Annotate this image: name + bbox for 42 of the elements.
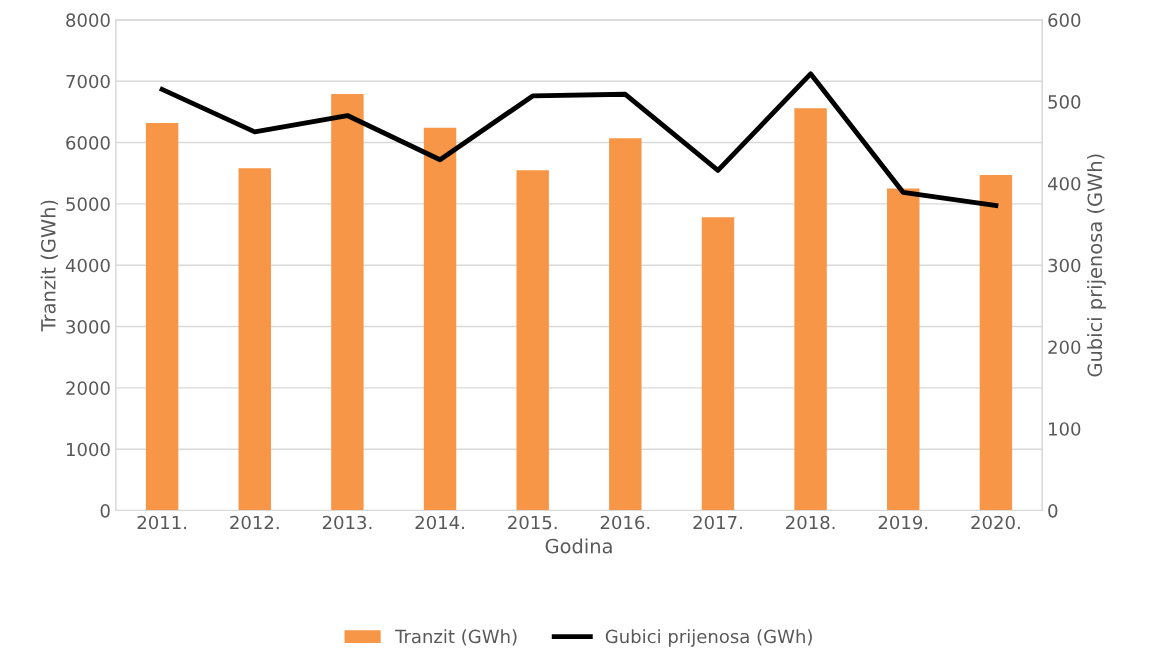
y-tick-label: 4000	[65, 258, 110, 273]
y-tick-label: 5000	[66, 197, 110, 211]
bar	[423, 127, 457, 511]
x-tick-label: 2016.	[600, 515, 650, 530]
bar	[794, 108, 827, 511]
x-tick-label: 2020.	[971, 515, 1020, 530]
y-axis-title: Tranzit (GWh)	[40, 200, 58, 332]
y2-tick-label: 200	[1048, 340, 1081, 355]
x-tick-label: 2017.	[693, 515, 742, 530]
bar	[331, 94, 364, 511]
bar	[516, 170, 549, 511]
legend-label: Gubici prijenosa (GWh)	[605, 629, 812, 647]
bar	[979, 175, 1013, 511]
y-tick-label: 2000	[66, 381, 110, 395]
y2-tick-label: 500	[1048, 95, 1081, 109]
y-tick-label: 8000	[66, 13, 110, 28]
bar	[701, 217, 735, 511]
bar	[609, 138, 642, 511]
bar	[887, 188, 920, 511]
legend-label: Tranzit (GWh)	[395, 629, 517, 646]
line-series	[159, 71, 999, 208]
x-tick-label: 2012.	[230, 515, 279, 530]
x-tick-label: 2013.	[322, 515, 372, 530]
bar	[238, 168, 271, 511]
y2-tick-label: 600	[1048, 13, 1081, 28]
y2-tick-label: 0	[1048, 503, 1058, 518]
x-tick-label: 2018.	[786, 515, 835, 530]
x-axis-title: Godina	[545, 538, 612, 554]
y2-tick-label: 100	[1049, 422, 1081, 436]
y-tick-label: 6000	[66, 136, 110, 150]
x-tick-label: 2014.	[415, 515, 464, 530]
y-tick-label: 0	[100, 503, 110, 518]
y-tick-label: 1000	[66, 442, 110, 457]
x-tick-label: 2019.	[878, 515, 928, 530]
x-tick-label: 2015.	[508, 515, 557, 530]
y2-tick-label: 300	[1048, 258, 1081, 273]
y2-axis-title: Gubici prijenosa (GWh)	[1087, 154, 1106, 377]
x-tick-label: 2011.	[137, 515, 187, 530]
y-tick-label: 3000	[66, 319, 110, 334]
y-tick-label: 7000	[66, 74, 110, 89]
bar	[145, 122, 179, 511]
y2-tick-label: 400	[1047, 176, 1081, 191]
